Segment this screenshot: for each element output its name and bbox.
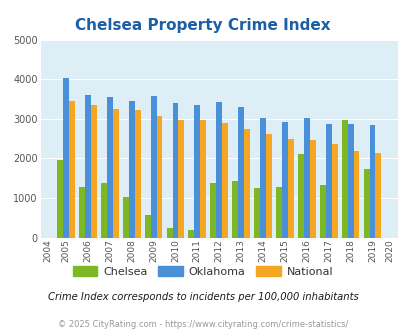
- Bar: [216, 102, 222, 238]
- Bar: [200, 120, 206, 238]
- Legend: Chelsea, Oklahoma, National: Chelsea, Oklahoma, National: [68, 261, 337, 281]
- Bar: [113, 109, 118, 238]
- Bar: [363, 170, 369, 238]
- Text: Chelsea Property Crime Index: Chelsea Property Crime Index: [75, 18, 330, 33]
- Bar: [238, 107, 243, 238]
- Bar: [341, 120, 347, 238]
- Bar: [369, 125, 375, 238]
- Bar: [63, 78, 69, 238]
- Bar: [156, 116, 162, 238]
- Bar: [79, 187, 85, 238]
- Bar: [128, 101, 134, 238]
- Bar: [57, 160, 63, 238]
- Bar: [150, 96, 156, 238]
- Bar: [303, 118, 309, 238]
- Bar: [319, 184, 325, 238]
- Bar: [254, 188, 260, 238]
- Bar: [85, 95, 91, 238]
- Bar: [265, 134, 271, 238]
- Bar: [309, 140, 315, 238]
- Bar: [222, 123, 228, 238]
- Bar: [331, 144, 337, 238]
- Bar: [353, 151, 358, 238]
- Bar: [260, 118, 265, 238]
- Bar: [69, 101, 75, 238]
- Bar: [375, 153, 380, 238]
- Text: Crime Index corresponds to incidents per 100,000 inhabitants: Crime Index corresponds to incidents per…: [47, 292, 358, 302]
- Bar: [232, 181, 238, 238]
- Bar: [287, 139, 293, 238]
- Bar: [101, 183, 107, 238]
- Bar: [281, 122, 287, 238]
- Text: © 2025 CityRating.com - https://www.cityrating.com/crime-statistics/: © 2025 CityRating.com - https://www.city…: [58, 320, 347, 329]
- Bar: [243, 129, 249, 238]
- Bar: [275, 187, 281, 238]
- Bar: [325, 123, 331, 238]
- Bar: [188, 230, 194, 238]
- Bar: [134, 110, 140, 238]
- Bar: [178, 120, 184, 238]
- Bar: [210, 183, 216, 238]
- Bar: [194, 105, 200, 238]
- Bar: [347, 123, 353, 238]
- Bar: [166, 228, 172, 238]
- Bar: [107, 97, 113, 238]
- Bar: [122, 197, 128, 238]
- Bar: [91, 105, 96, 238]
- Bar: [297, 154, 303, 238]
- Bar: [172, 103, 178, 238]
- Bar: [144, 214, 150, 238]
